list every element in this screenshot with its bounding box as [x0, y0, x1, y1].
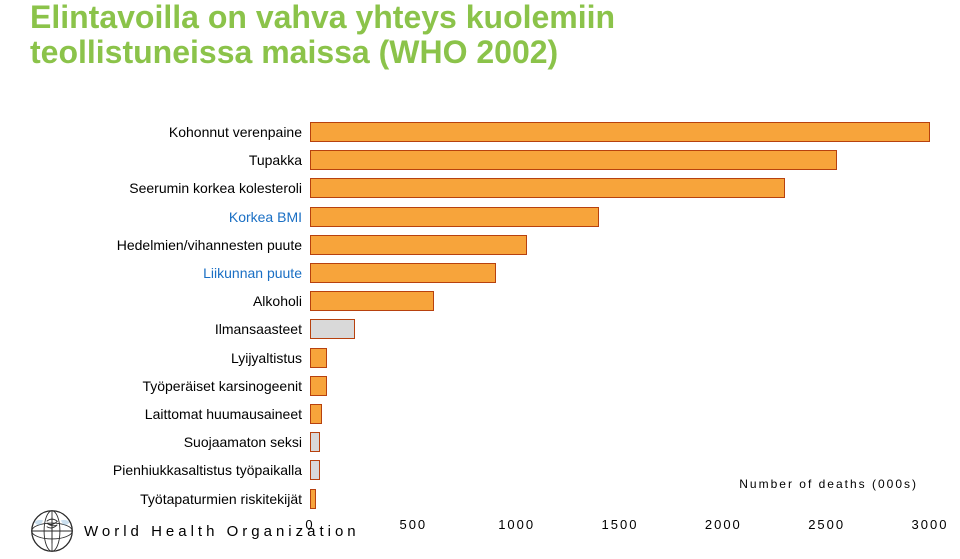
- bar: [310, 291, 434, 311]
- bar-label: Suojaamaton seksi: [30, 434, 310, 450]
- bar-label: Työperäiset karsinogeenit: [30, 378, 310, 394]
- x-axis-track: 050010001500200025003000: [310, 517, 930, 535]
- chart-area: Kohonnut verenpaine Tupakka Seerumin korke…: [30, 118, 930, 513]
- bar: [310, 460, 320, 480]
- bar-label: Työtapaturmien riskitekijät: [30, 491, 310, 507]
- x-axis-title: Number of deaths (000s): [739, 477, 918, 491]
- bar-track: [310, 235, 930, 255]
- bar-label: Pienhiukkasaltistus työpaikalla: [30, 462, 310, 478]
- bar: [310, 235, 527, 255]
- bar: [310, 122, 930, 142]
- bar-label: Kohonnut verenpaine: [30, 124, 310, 140]
- bar-label: Korkea BMI: [30, 209, 310, 225]
- bar-label: Hedelmien/vihannesten puute: [30, 237, 310, 253]
- slide-title: Elintavoilla on vahva yhteys kuolemiin t…: [30, 0, 615, 70]
- bar-row: Laittomat huumausaineet: [30, 400, 930, 428]
- bar: [310, 178, 785, 198]
- bar-track: [310, 348, 930, 368]
- who-logo-icon: [30, 509, 74, 553]
- bar: [310, 207, 599, 227]
- bar-row: Hedelmien/vihannesten puute: [30, 231, 930, 259]
- bar-track: [310, 122, 930, 142]
- bar-row: Tupakka: [30, 146, 930, 174]
- bar-label: Alkoholi: [30, 293, 310, 309]
- bar-track: [310, 432, 930, 452]
- bar-label: Laittomat huumausaineet: [30, 406, 310, 422]
- title-line-1: Elintavoilla on vahva yhteys kuolemiin: [30, 0, 615, 35]
- bar-row: Kohonnut verenpaine: [30, 118, 930, 146]
- bar-track: [310, 376, 930, 396]
- bar-track: [310, 207, 930, 227]
- bar-row: Työperäiset karsinogeenit: [30, 372, 930, 400]
- bar-label: Seerumin korkea kolesteroli: [30, 180, 310, 196]
- bar-track: [310, 319, 930, 339]
- bar-label: Ilmansaasteet: [30, 321, 310, 337]
- bar: [310, 319, 355, 339]
- bar: [310, 263, 496, 283]
- bar: [310, 404, 322, 424]
- bar-row: Alkoholi: [30, 287, 930, 315]
- bar-label: Tupakka: [30, 152, 310, 168]
- bar-row: Seerumin korkea kolesteroli: [30, 174, 930, 202]
- bar-track: [310, 178, 930, 198]
- bar: [310, 376, 327, 396]
- bar: [310, 150, 837, 170]
- x-tick: 1500: [602, 517, 639, 532]
- bar: [310, 489, 316, 509]
- x-tick: 2000: [705, 517, 742, 532]
- bar-row: Lyijyaltistus: [30, 344, 930, 372]
- bar-row: Suojaamaton seksi: [30, 428, 930, 456]
- footer: World Health Organization: [30, 509, 360, 553]
- bar-track: [310, 150, 930, 170]
- bar-label: Liikunnan puute: [30, 265, 310, 281]
- title-line-2: teollistuneissa maissa (WHO 2002): [30, 35, 615, 70]
- x-tick: 500: [399, 517, 427, 532]
- bar-label: Lyijyaltistus: [30, 350, 310, 366]
- bar-track: [310, 291, 930, 311]
- bar-row: Ilmansaasteet: [30, 315, 930, 343]
- bar-row: Liikunnan puute: [30, 259, 930, 287]
- bar-track: [310, 263, 930, 283]
- footer-text: World Health Organization: [84, 523, 360, 540]
- x-tick: 1000: [498, 517, 535, 532]
- bar: [310, 432, 320, 452]
- bar-track: [310, 404, 930, 424]
- bar: [310, 348, 327, 368]
- bar-rows: Kohonnut verenpaine Tupakka Seerumin korke…: [30, 118, 930, 513]
- bar-track: [310, 489, 930, 509]
- bar-row: Korkea BMI: [30, 203, 930, 231]
- slide: Elintavoilla on vahva yhteys kuolemiin t…: [0, 0, 960, 559]
- x-tick: 2500: [808, 517, 845, 532]
- x-tick: 3000: [912, 517, 949, 532]
